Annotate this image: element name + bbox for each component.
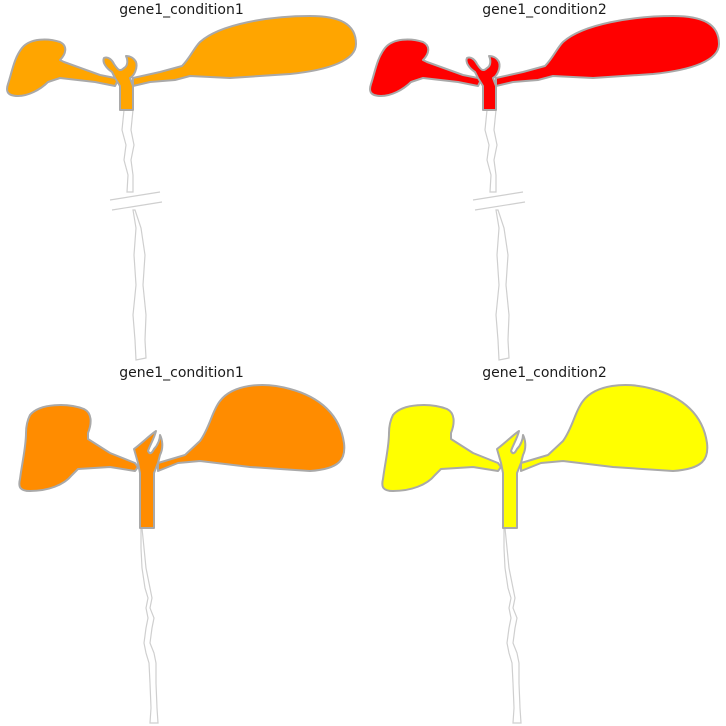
right-cotyledon (495, 15, 720, 87)
hypocotyl (465, 55, 501, 111)
root (121, 109, 135, 193)
panel-title: gene1_condition1 (119, 365, 244, 381)
seedling-svg (6, 15, 357, 361)
seedling-svg (381, 384, 709, 724)
seedling-panel-1: gene1_condition1 (0, 0, 363, 363)
root-break-mark (472, 191, 526, 211)
root (140, 527, 159, 724)
seedling-panel-2: gene1_condition2 (363, 0, 726, 363)
hypocotyl (496, 430, 527, 529)
seedling-svg (18, 384, 346, 724)
seedling-svg (369, 15, 720, 361)
root (503, 527, 522, 724)
right-cotyledon (520, 384, 709, 472)
hypocotyl (102, 55, 138, 111)
left-cotyledon (381, 404, 502, 492)
panel-title: gene1_condition2 (482, 2, 607, 18)
right-cotyledon (157, 384, 346, 472)
panel-title: gene1_condition1 (119, 2, 244, 18)
left-cotyledon (369, 38, 482, 97)
right-cotyledon (132, 15, 357, 87)
panel-title: gene1_condition2 (482, 365, 607, 381)
root-break-mark (109, 191, 163, 211)
hypocotyl (133, 430, 164, 529)
seedling-panel-3: gene1_condition1 (0, 363, 363, 726)
root (484, 109, 498, 193)
root-lower (132, 209, 147, 361)
root-lower (495, 209, 510, 361)
seedling-panel-4: gene1_condition2 (363, 363, 726, 726)
left-cotyledon (18, 404, 139, 492)
left-cotyledon (6, 38, 119, 97)
